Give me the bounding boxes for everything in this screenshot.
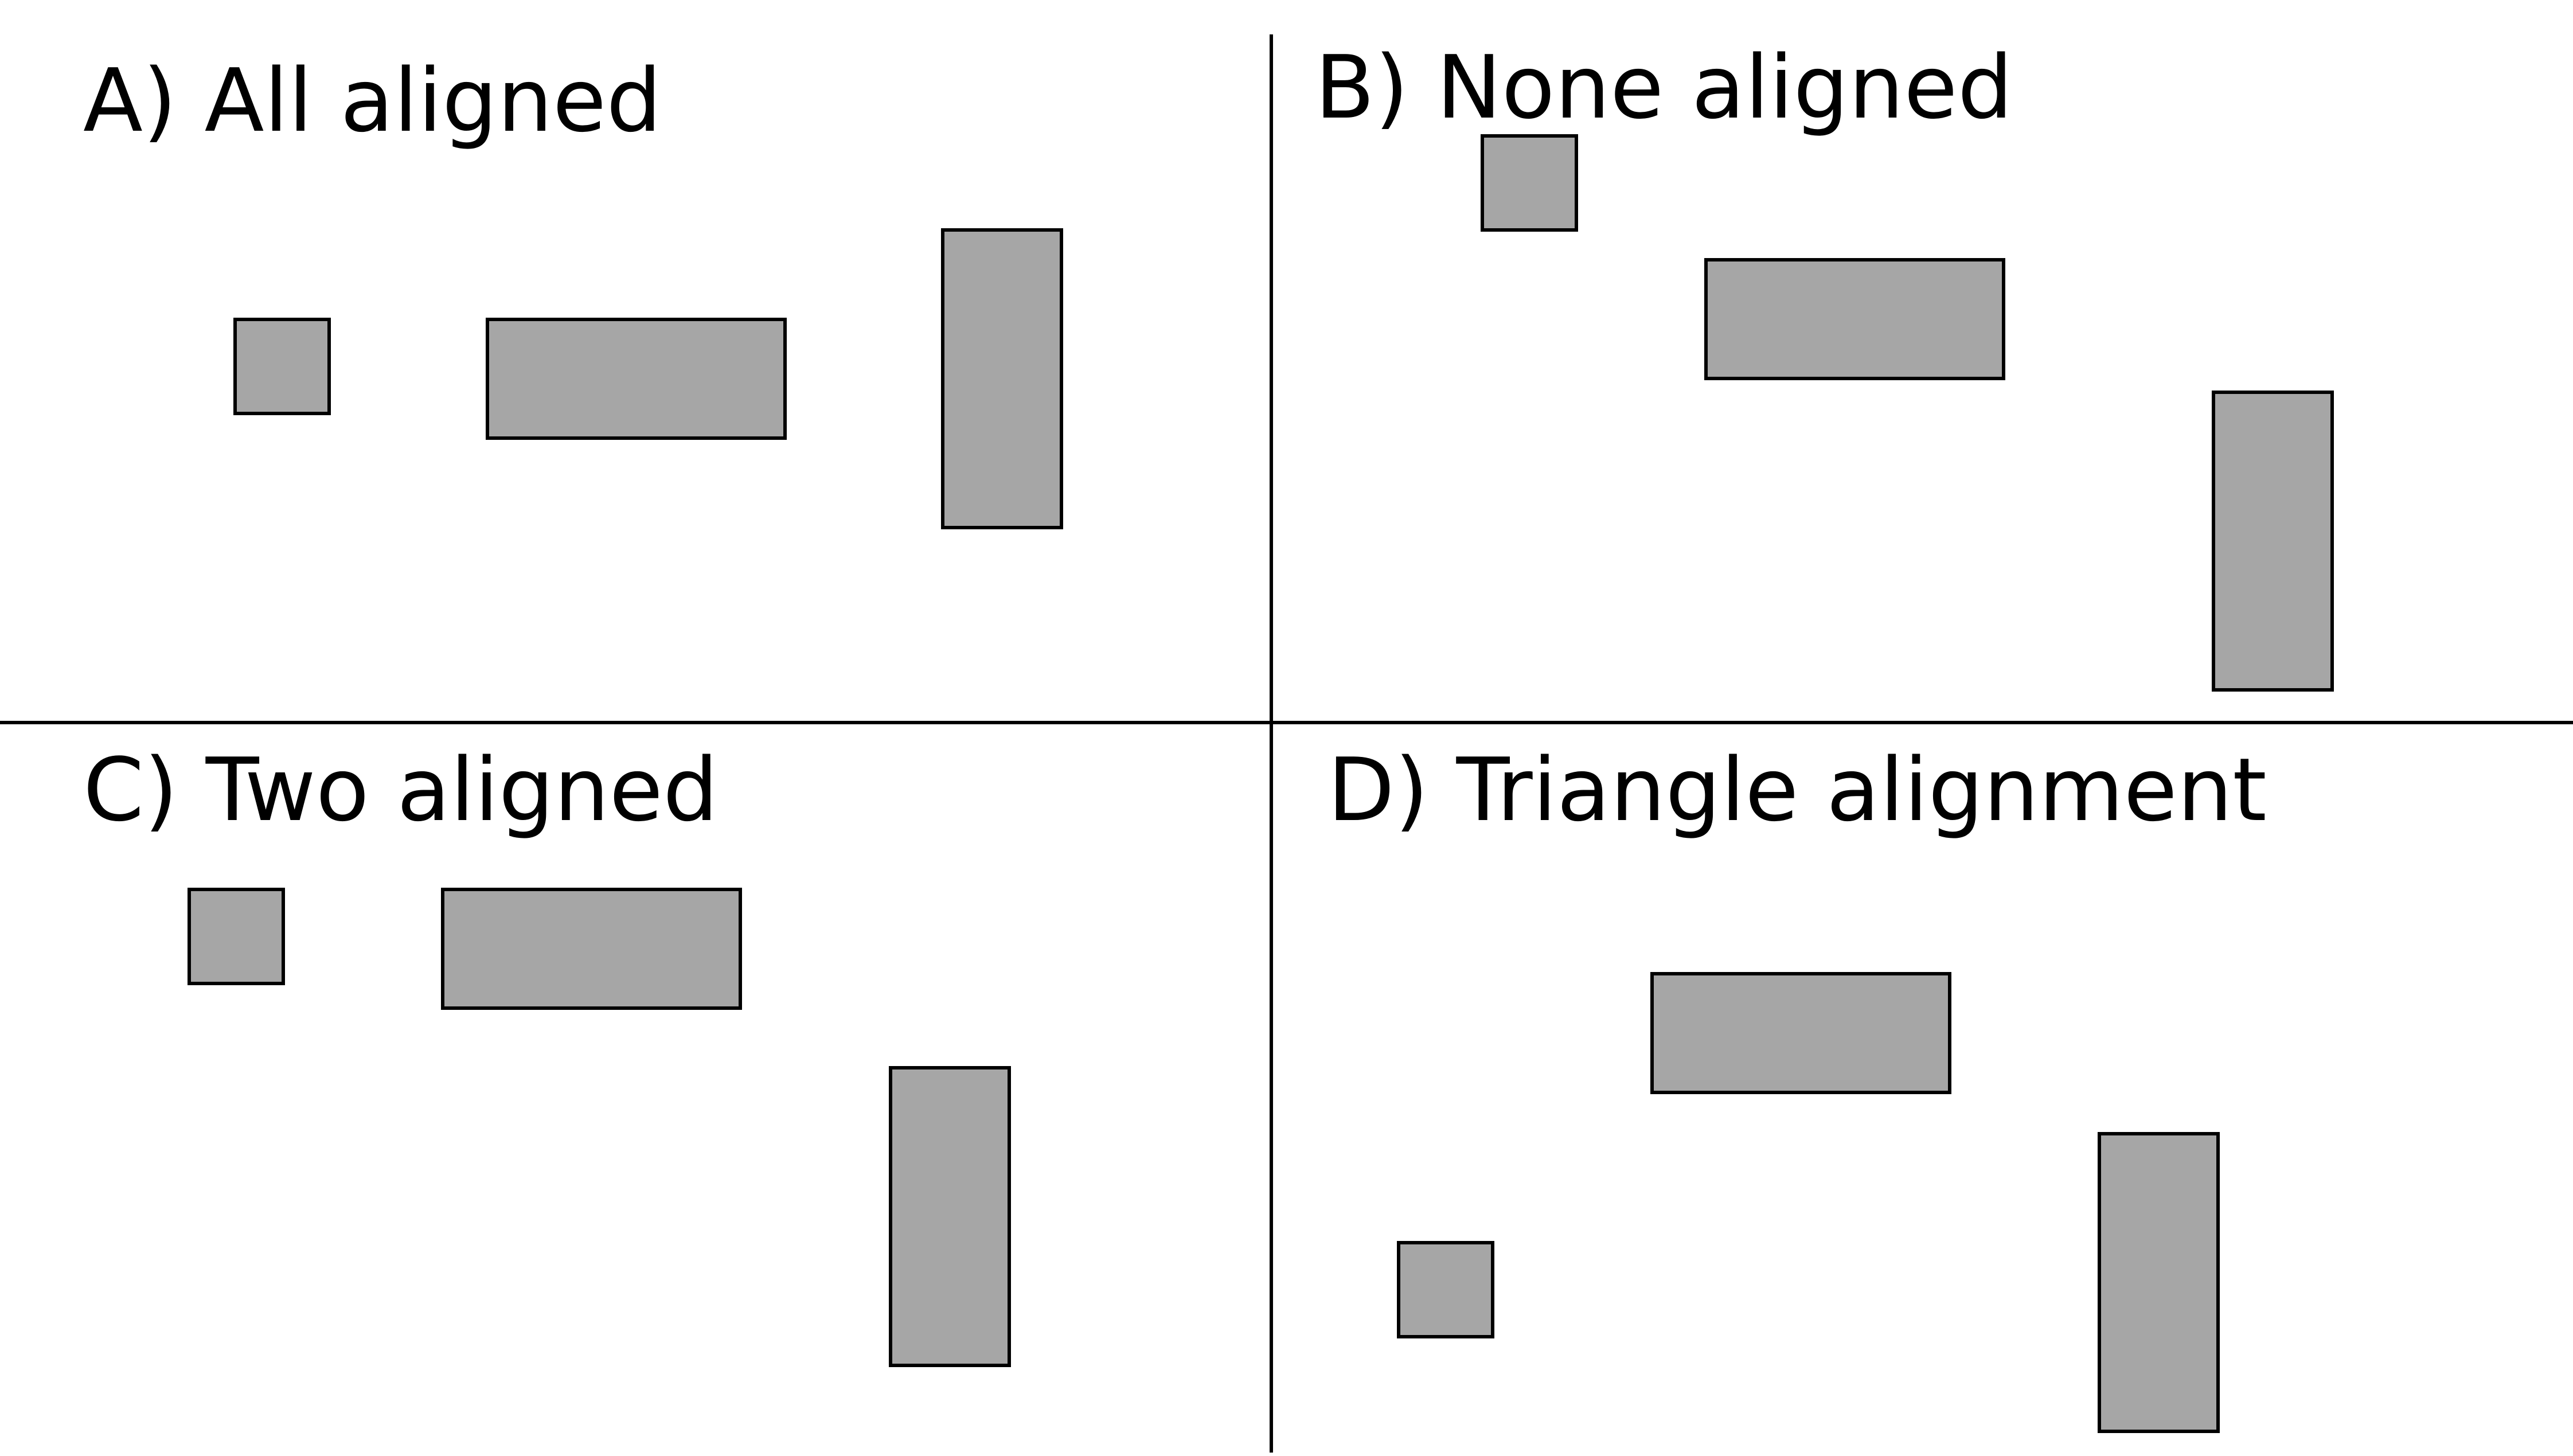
- panel-d-title: D) Triangle alignment: [1328, 739, 2267, 841]
- panel-b-tall-rectangle: [2212, 391, 2334, 692]
- panel-d-tall-rectangle: [2098, 1132, 2220, 1433]
- panel-c-small-square: [188, 888, 285, 985]
- panel-b-small-square: [1481, 134, 1578, 232]
- panel-b-title: B) None aligned: [1315, 37, 2013, 138]
- panel-a-small-square: [233, 318, 331, 415]
- panel-a-wide-rectangle: [486, 318, 787, 440]
- panel-b: B) None aligned: [1315, 37, 2334, 692]
- panel-d-wide-rectangle: [1650, 972, 1951, 1094]
- panel-c: C) Two aligned: [83, 739, 1011, 1367]
- panel-c-wide-rectangle: [441, 888, 742, 1010]
- panel-b-wide-rectangle: [1704, 258, 2005, 380]
- panel-d: D) Triangle alignment: [1328, 739, 2267, 1433]
- panel-c-tall-rectangle: [889, 1066, 1011, 1367]
- panel-d-small-square: [1397, 1241, 1494, 1338]
- panel-c-title: C) Two aligned: [83, 739, 719, 841]
- panel-a: A) All aligned: [83, 50, 1063, 529]
- panel-a-tall-rectangle: [941, 228, 1063, 529]
- panel-a-title: A) All aligned: [83, 50, 662, 151]
